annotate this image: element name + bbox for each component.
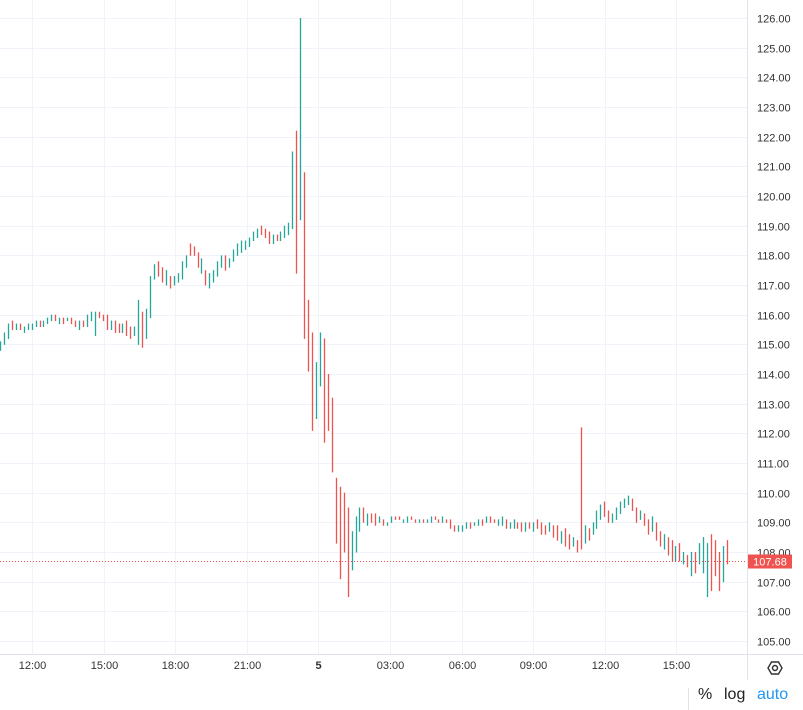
bars [0, 18, 729, 598]
price-tick-label: 123.00 [757, 103, 791, 115]
price-tick-label: 120.00 [757, 192, 791, 204]
auto-scale-button[interactable]: auto [757, 686, 789, 703]
price-tick-label: 114.00 [757, 370, 790, 382]
price-tick-label: 125.00 [757, 44, 791, 56]
price-tick-label: 113.00 [757, 400, 790, 412]
price-axis[interactable]: 105.00106.00107.00108.00109.00110.00111.… [757, 14, 791, 649]
time-tick-label: 12:00 [592, 660, 620, 672]
time-tick-label: 12:00 [19, 660, 47, 672]
price-tick-label: 111.00 [757, 459, 789, 471]
price-tick-label: 116.00 [757, 311, 790, 323]
price-tick-label: 124.00 [757, 73, 791, 85]
time-tick-label: 15:00 [91, 660, 119, 672]
price-tick-label: 107.00 [757, 578, 791, 590]
price-tick-label: 122.00 [757, 133, 791, 145]
time-axis[interactable]: 12:00 15:00 18:00 21:00 5 03:00 06:00 09:00 12:0… [19, 660, 691, 672]
time-tick-label: 06:00 [449, 660, 477, 672]
time-tick-label: 15:00 [663, 660, 691, 672]
last-price-tag: 107.68 [748, 554, 792, 569]
price-tick-label: 117.00 [757, 281, 790, 293]
toolbar-divider [688, 688, 689, 710]
time-tick-label: 03:00 [377, 660, 405, 672]
price-tick-label: 119.00 [757, 222, 790, 234]
time-tick-label: 5 [315, 660, 321, 672]
price-tick-label: 112.00 [757, 429, 790, 441]
last-price-label: 107.68 [753, 557, 787, 569]
time-tick-label: 09:00 [520, 660, 548, 672]
price-tick-label: 118.00 [757, 251, 790, 263]
price-tick-label: 115.00 [757, 340, 790, 352]
price-tick-label: 109.00 [757, 518, 791, 530]
price-tick-label: 105.00 [757, 637, 791, 649]
price-tick-label: 110.00 [757, 489, 790, 501]
price-tick-label: 121.00 [757, 162, 791, 174]
percent-scale-button[interactable]: % [698, 686, 713, 703]
grid [0, 0, 747, 654]
log-scale-button[interactable]: log [724, 686, 746, 703]
gear-icon[interactable] [767, 661, 783, 675]
time-tick-label: 21:00 [234, 660, 262, 672]
price-tick-label: 126.00 [757, 14, 791, 26]
time-tick-label: 18:00 [162, 660, 190, 672]
price-chart[interactable]: 105.00106.00107.00108.00109.00110.00111.… [0, 0, 803, 686]
price-tick-label: 106.00 [757, 607, 791, 619]
